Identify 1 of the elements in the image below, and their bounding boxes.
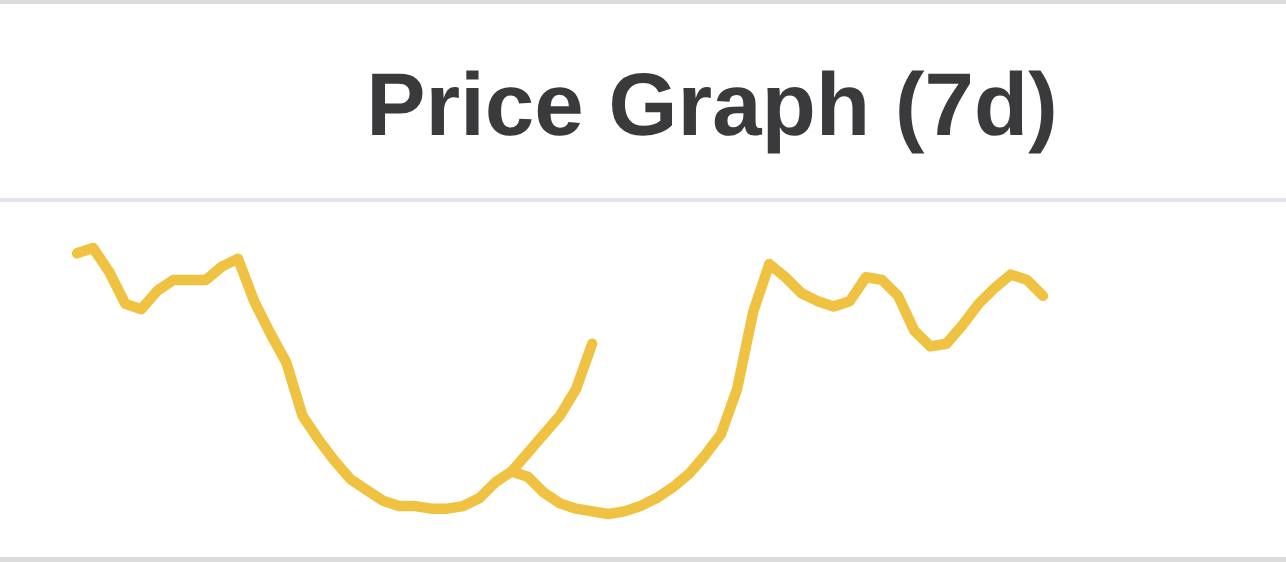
chart-title: Price Graph (7d)	[372, 70, 1054, 154]
